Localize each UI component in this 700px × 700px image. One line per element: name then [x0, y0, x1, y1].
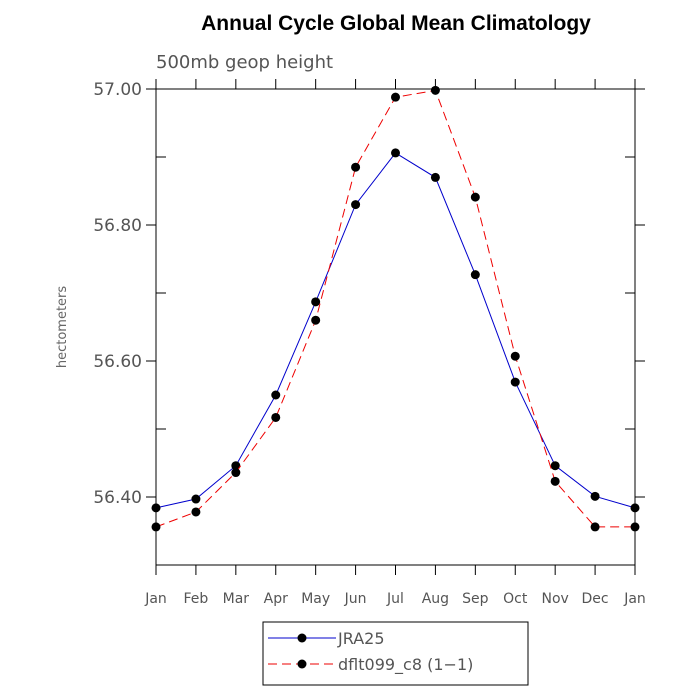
- legend: JRA25 dflt099_c8 (1−1): [262, 621, 529, 686]
- x-tick-label: Aug: [422, 591, 449, 607]
- series-1-point: [351, 162, 361, 172]
- series-0-point: [590, 491, 600, 501]
- y-tick-label: 56.60: [93, 352, 142, 372]
- series-0-point: [191, 494, 201, 504]
- legend-label-1: dflt099_c8 (1−1): [338, 655, 473, 675]
- x-tick-label: Jun: [344, 591, 367, 607]
- chart-subtitle: 500mb geop height: [156, 52, 333, 73]
- series-1-point: [590, 522, 600, 532]
- series-line-0: [155, 152, 636, 509]
- series-0-point: [311, 297, 321, 307]
- x-tick-label: Dec: [582, 591, 609, 607]
- series-0-point: [510, 377, 520, 387]
- x-tick-label: Feb: [184, 591, 209, 607]
- series-1-point: [191, 507, 201, 517]
- y-axis-label: hectometers: [55, 286, 70, 369]
- legend-marker-1: [297, 659, 307, 669]
- series-1-point: [231, 468, 241, 478]
- x-tick-label: Jan: [144, 591, 167, 607]
- x-tick-label: Jan: [623, 591, 646, 607]
- series-0-point: [151, 503, 161, 513]
- series-layer: [151, 85, 640, 532]
- y-tick-label: 56.80: [93, 216, 142, 236]
- series-1-point: [630, 522, 640, 532]
- series-1-point: [311, 315, 321, 325]
- series-0-point: [630, 503, 640, 513]
- x-tick-label: May: [301, 591, 330, 607]
- y-tick-label: 56.40: [93, 488, 142, 508]
- x-tick-label: Mar: [223, 591, 250, 607]
- series-0-point: [391, 148, 400, 158]
- series-1-point: [550, 476, 560, 486]
- series-0-point: [430, 172, 440, 182]
- axes-layer: 56.40 56.60 56.80 57.00 Jan Feb Mar Apr May Jun Ju…: [93, 79, 646, 607]
- series-1-point: [430, 85, 440, 95]
- series-0-point: [550, 461, 560, 471]
- series-0-point: [231, 461, 241, 471]
- legend-box: [262, 621, 529, 686]
- chart-title: Annual Cycle Global Mean Climatology: [201, 12, 591, 35]
- x-tick-label: Jul: [386, 591, 404, 607]
- legend-marker-0: [297, 633, 307, 643]
- y-tick-label: 57.00: [93, 80, 142, 100]
- plot-frame: [155, 88, 636, 566]
- legend-label-0: JRA25: [337, 629, 385, 648]
- series-0-point: [351, 200, 361, 210]
- series-0-point: [470, 270, 480, 280]
- x-tick-label: Nov: [542, 591, 569, 607]
- series-1-point: [470, 192, 480, 202]
- x-tick-label: Oct: [503, 591, 528, 607]
- x-tick-label: Sep: [462, 591, 489, 607]
- series-1-point: [271, 412, 281, 422]
- series-1-point: [391, 92, 400, 102]
- x-tick-label: Apr: [264, 591, 288, 607]
- series-1-point: [151, 522, 161, 532]
- series-1-point: [510, 351, 520, 361]
- series-0-point: [271, 390, 281, 400]
